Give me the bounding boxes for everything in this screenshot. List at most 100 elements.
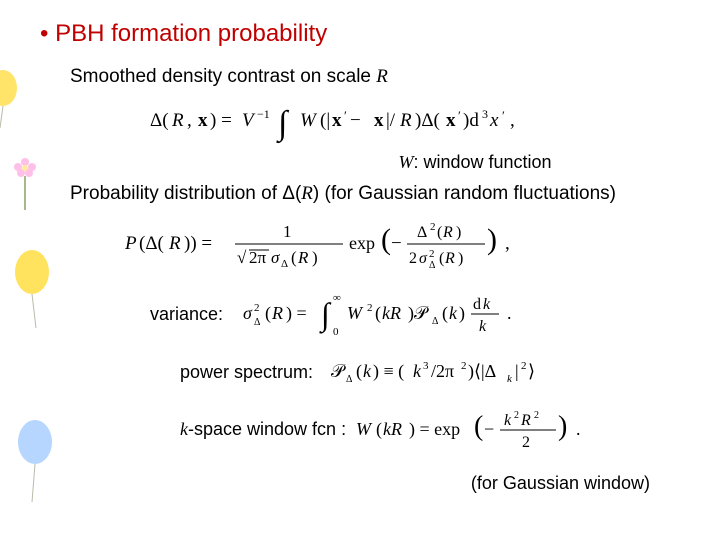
svg-text:(: ( [381,223,391,256]
svg-text:(: ( [439,250,444,267]
svg-text:⟩: ⟩ [528,361,535,381]
svg-text:Δ: Δ [346,374,353,385]
svg-text:.: . [507,303,512,323]
svg-text:(: ( [437,224,442,241]
svg-text:(: ( [356,361,362,382]
svg-text:)d: )d [463,110,479,131]
svg-text:Δ: Δ [281,258,288,270]
svg-text:R: R [171,110,184,131]
svg-text:): ) [456,224,461,241]
svg-text:Δ: Δ [417,224,427,241]
svg-text:0: 0 [333,326,339,338]
svg-text:R: R [271,303,283,323]
svg-text:d: d [473,296,481,313]
svg-text:(: ( [376,419,382,440]
svg-text:k: k [449,303,458,323]
svg-text:R: R [168,233,181,254]
kspace-label: k-space window fcn : [180,419,346,440]
svg-text:x: x [446,110,456,131]
slide-title: • PBH formation probability [40,20,690,48]
svg-text:′: ′ [458,108,461,123]
svg-text:(|: (| [320,110,330,131]
svg-text:Δ(: Δ( [150,110,169,131]
svg-text:(: ( [265,303,271,324]
svg-text:,: , [510,110,515,131]
svg-text:) =: ) = [286,303,307,324]
eq-power-spectrum: 𝒫 Δ ( k ) ≡ ( k 3 /2π 2 )⟨|Δ k | 2 ⟩ [331,355,581,389]
svg-text:W: W [347,303,364,323]
svg-text:R: R [444,250,455,267]
svg-text:(: ( [375,303,381,324]
svg-text:k: k [413,361,422,381]
gaussian-window-note: (for Gaussian window) [40,473,650,494]
svg-text:exp: exp [349,233,375,253]
svg-text:R: R [297,248,309,267]
svg-text:2: 2 [367,302,373,314]
svg-text:k: k [479,318,487,335]
svg-text:3: 3 [423,360,429,372]
svg-text:R: R [399,110,412,131]
svg-text:)𝒫: )𝒫 [408,303,429,324]
svg-text:): ) [458,250,463,267]
svg-text:−: − [391,233,402,254]
svg-text:σ: σ [271,248,280,267]
svg-text:2: 2 [461,360,467,372]
svg-text:(: ( [442,303,448,324]
svg-text:2: 2 [522,434,530,451]
svg-text:)Δ(: )Δ( [415,110,440,131]
svg-text:x: x [198,110,208,131]
svg-text:(Δ(: (Δ( [139,233,164,254]
svg-text:2π: 2π [249,248,267,267]
svg-text:Δ: Δ [429,260,436,271]
svg-text:σ: σ [243,303,253,323]
eq-prob-dist: P (Δ( R )) = 1 √ 2π σ Δ ( R ) exp ( − Δ … [0,215,690,273]
svg-text:2: 2 [409,250,417,267]
svg-text:2: 2 [430,221,436,233]
svg-text:W: W [300,110,318,131]
svg-text:W: W [356,419,373,439]
svg-text:2: 2 [534,410,539,421]
svg-text:(: ( [474,411,483,442]
svg-text:2: 2 [521,360,527,372]
svg-text:k: k [363,361,372,381]
variance-label: variance: [150,304,223,325]
svg-text:.: . [576,419,581,439]
svg-text:3: 3 [482,107,488,121]
svg-text:𝒫: 𝒫 [331,361,346,381]
svg-text:/2π: /2π [431,361,454,381]
prob-dist-label: Probability distribution of Δ(R) (for Ga… [70,183,690,205]
svg-text:(: ( [291,248,297,267]
svg-text:k: k [504,412,512,429]
svg-text:): ) [312,248,318,267]
svg-text:kR: kR [382,303,401,323]
svg-text:,: , [187,110,192,131]
svg-text:|/: |/ [386,110,396,131]
svg-text:∞: ∞ [333,292,341,304]
svg-text:∫: ∫ [276,105,290,144]
svg-text:′: ′ [502,108,505,123]
eq-kspace-window: W ( kR ) = exp ( − k 2 R 2 2 ) . [356,405,616,453]
svg-text:σ: σ [419,250,428,267]
eq-delta-def: Δ( R , x ) = V −1 ∫ W (| x ′ − x |/ R )Δ… [40,96,690,146]
svg-text:) =: ) = [210,110,232,131]
svg-text:): ) [459,303,465,324]
svg-text:) = exp: ) = exp [409,419,460,440]
svg-text:Δ: Δ [254,317,261,328]
svg-text:R: R [520,412,531,429]
svg-text:): ) [487,223,497,256]
svg-text:√: √ [237,248,247,267]
svg-text:∫: ∫ [319,296,332,334]
svg-text:−: − [350,110,361,131]
svg-text:x: x [489,110,499,131]
svg-text:)⟨|Δ: )⟨|Δ [468,361,496,382]
svg-text:k: k [507,373,513,385]
svg-text:2: 2 [514,410,519,421]
svg-text:k: k [483,296,491,313]
svg-text:Δ: Δ [432,316,439,327]
svg-text:1: 1 [283,222,292,241]
svg-text:2: 2 [254,302,260,314]
svg-text:2: 2 [429,248,435,260]
svg-text:)) =: )) = [184,233,212,254]
svg-text:V: V [242,110,256,131]
svg-text:kR: kR [383,419,402,439]
